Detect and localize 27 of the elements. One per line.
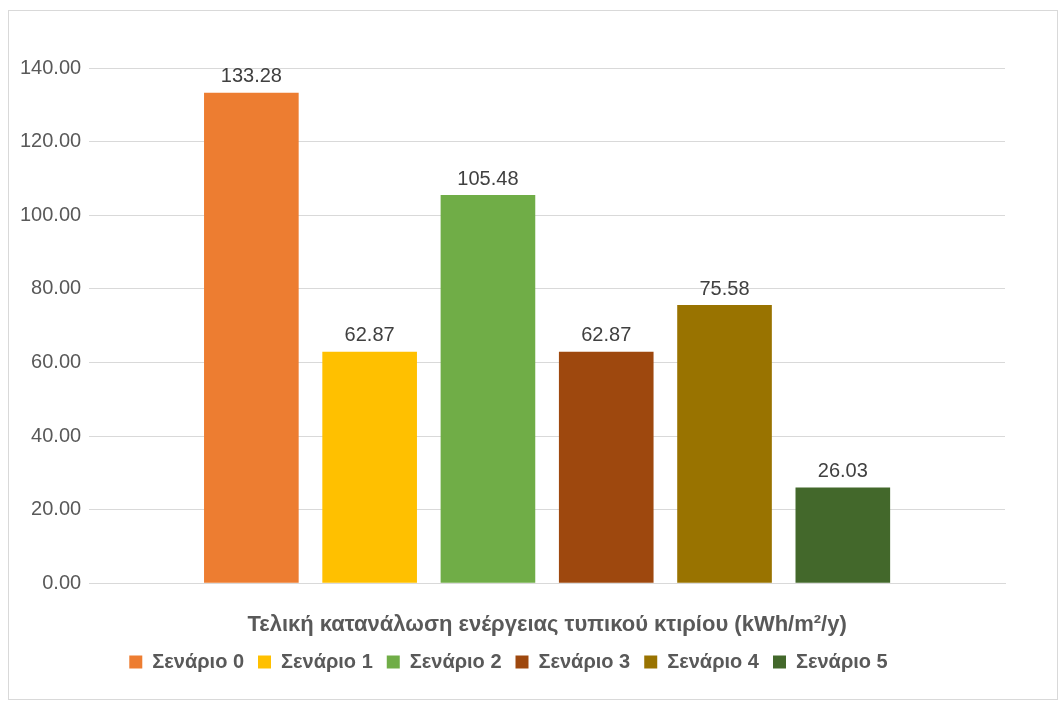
data-label: 62.87 <box>344 323 395 346</box>
y-tick-label: 80.00 <box>31 276 82 299</box>
bar <box>204 92 299 583</box>
legend-label: Σενάριο 3 <box>538 649 631 672</box>
x-axis-title: Τελική κατανάλωση ενέργειας τυπικού κτιρίου (kWh/m²/y) <box>247 610 847 636</box>
bar <box>440 195 536 583</box>
y-tick-label: 100.00 <box>20 202 82 225</box>
data-label: 26.03 <box>817 458 868 481</box>
data-label: 62.87 <box>581 323 632 346</box>
legend-label: Σενάριο 4 <box>667 649 760 672</box>
bar <box>795 487 891 583</box>
legend-label: Σενάριο 2 <box>409 649 502 672</box>
y-tick-label: 40.00 <box>31 423 82 446</box>
legend-label: Σενάριο 5 <box>795 649 888 672</box>
bar <box>677 305 772 583</box>
bar <box>322 351 417 583</box>
y-tick-label: 140.00 <box>20 55 82 78</box>
data-label: 105.48 <box>457 166 519 189</box>
data-label: 133.28 <box>220 64 282 87</box>
y-tick-label: 0.00 <box>42 570 82 593</box>
bar <box>558 351 654 583</box>
legend-label: Σενάριο 0 <box>152 649 245 672</box>
y-tick-label: 60.00 <box>31 349 82 372</box>
data-label: 75.58 <box>699 276 750 299</box>
legend-label: Σενάριο 1 <box>281 649 373 672</box>
y-tick-label: 120.00 <box>20 129 82 152</box>
y-tick-label: 20.00 <box>31 497 82 520</box>
